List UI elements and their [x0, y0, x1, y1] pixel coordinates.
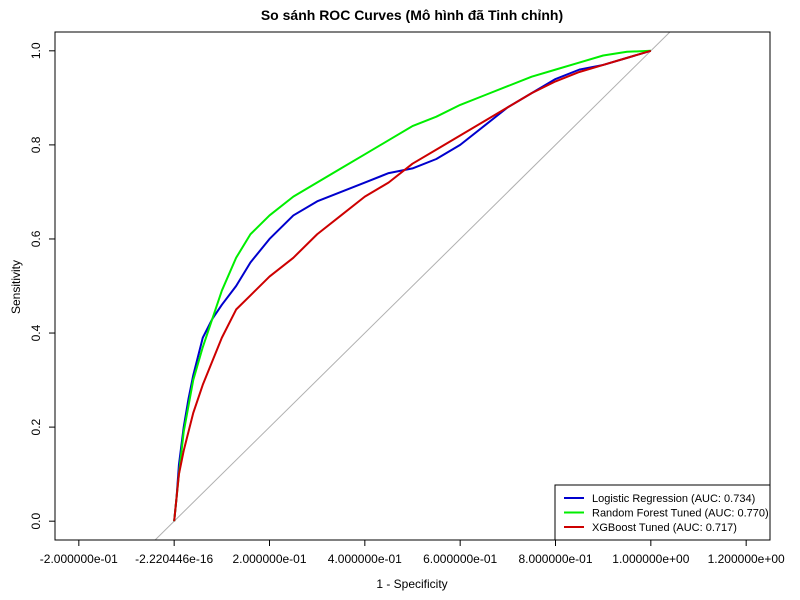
- series-line-0: [173, 49, 652, 522]
- x-tick-label-2: 2.000000e-01: [232, 552, 306, 566]
- legend-label-1: Random Forest Tuned (AUC: 0.770): [592, 508, 769, 520]
- series-line-1: [173, 49, 651, 522]
- legend: Logistic Regression (AUC: 0.734) Random F…: [554, 484, 771, 541]
- chart-title: So sánh ROC Curves (Mô hình đã Tinh chỉn…: [261, 7, 563, 23]
- legend-box: [554, 484, 771, 541]
- y-tick-label-3: 0.6: [29, 230, 43, 247]
- y-tick-label-0: 0.0: [29, 513, 43, 530]
- legend-label-0: Logistic Regression (AUC: 0.734): [592, 493, 755, 505]
- y-tick-label-5: 1.0: [29, 42, 43, 59]
- x-tick-label-7: 1.200000e+00: [708, 552, 785, 566]
- reference-diagonal-line: [154, 32, 671, 540]
- y-axis-title: Sensitivity: [9, 260, 23, 314]
- x-axis-title: 1 - Specificity: [376, 577, 447, 591]
- x-tick-label-4: 6.000000e-01: [423, 552, 497, 566]
- y-tick-label-2: 0.4: [29, 324, 43, 341]
- x-tick-label-3: 4.000000e-01: [328, 552, 402, 566]
- plot-border: [54, 31, 771, 541]
- x-tick-label-1: -2.220446e-16: [135, 552, 213, 566]
- y-tick-label-1: 0.2: [29, 418, 43, 435]
- x-tick-label-6: 1.000000e+00: [612, 552, 689, 566]
- series-line-2: [173, 49, 652, 522]
- x-tick-label-5: 8.000000e-01: [518, 552, 592, 566]
- y-tick-label-4: 0.8: [29, 136, 43, 153]
- legend-label-2: XGBoost Tuned (AUC: 0.717): [592, 522, 737, 534]
- plot-area: -2.000000e-01 -2.220446e-16 2.000000e-01 4.…: [29, 31, 785, 566]
- x-tick-label-0: -2.000000e-01: [40, 552, 118, 566]
